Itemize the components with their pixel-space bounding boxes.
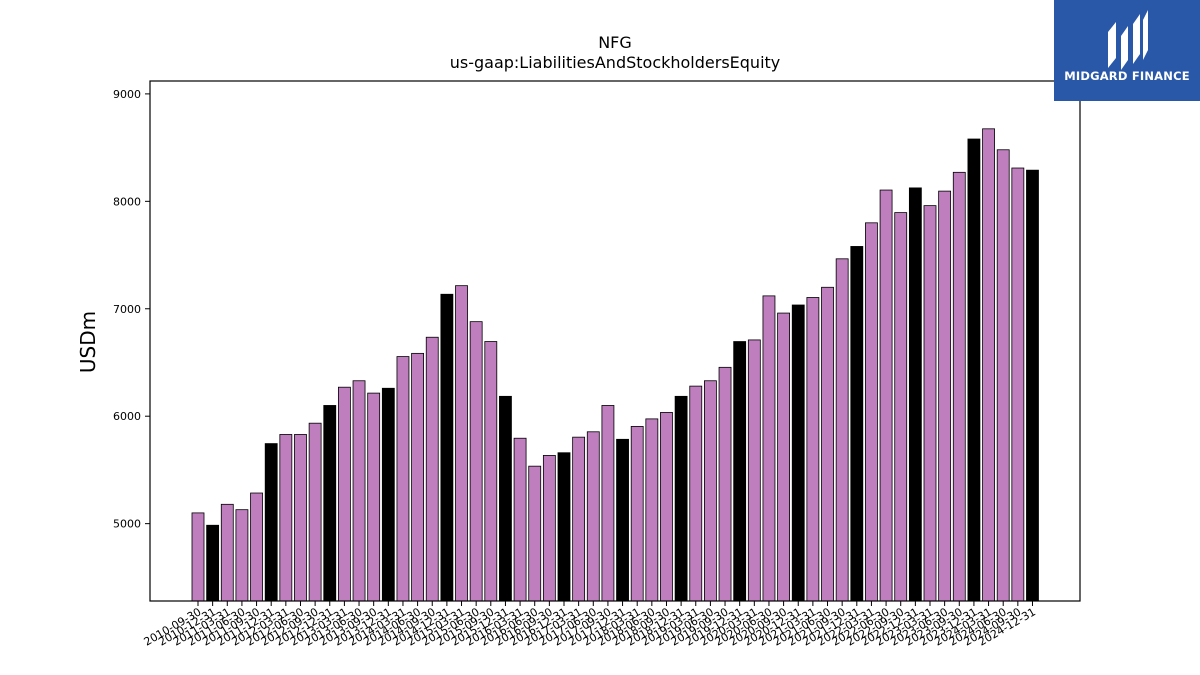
bar-2010-09-30 [191,512,205,602]
bar-2021-03-31 [806,297,820,602]
bar-2020-03-31 [747,339,761,602]
bar-2016-09-30 [542,455,556,602]
bar-2021-06-30 [821,286,834,602]
bar-2018-09-30 [660,412,673,602]
bar-2024-06-30 [996,149,1010,602]
bar-2012-12-31 [323,405,337,602]
y-axis-ticks: 5000 6000 7000 8000 9000 [113,88,150,531]
x-axis-ticks: 2010-09-302010-12-312011-03-312011-06-30… [142,601,1038,649]
bar-2022-09-30 [894,212,908,602]
bar-2017-12-31 [616,438,629,602]
bar-2020-06-30 [762,295,776,602]
bar-2023-03-31 [923,205,937,602]
bar-2020-09-30 [777,312,790,602]
bar-2016-03-31 [513,437,527,602]
y-tick-label: 8000 [113,195,141,208]
bar-2012-06-30 [294,434,307,602]
bar-2024-09-30 [1011,167,1025,602]
y-tick-label: 5000 [113,518,141,531]
plot-frame [149,80,1081,602]
bar-2010-12-31 [206,524,220,602]
bar-2011-09-30 [250,492,263,602]
bar-2011-03-31 [220,503,234,602]
bar-2023-09-30 [952,171,966,602]
bar-2021-09-30 [835,258,849,602]
bar-2015-09-30 [484,341,498,602]
bar-2011-12-31 [264,443,278,602]
bar-2012-09-30 [308,422,322,602]
bar-2018-12-31 [674,395,688,602]
y-tick-label: 6000 [113,410,141,423]
bar-2013-06-30 [352,380,366,602]
bar-2023-06-30 [938,190,952,602]
bar-2016-12-31 [557,452,571,602]
bar-2014-09-30 [425,336,439,602]
bar-2023-12-31 [967,138,981,602]
bar-2011-06-30 [235,509,249,602]
bar-2013-03-31 [337,386,351,602]
bar-2019-09-30 [718,366,732,602]
y-tick-label: 9000 [113,88,141,101]
brand-logo: MIDGARD FINANCE [1054,0,1200,101]
bar-2015-03-31 [455,285,468,602]
bar-2017-06-30 [586,431,600,602]
bar-2022-12-31 [908,187,922,602]
bars [191,128,1039,602]
bar-2020-12-31 [791,304,805,602]
bar-2022-03-31 [865,222,878,602]
bar-2014-06-30 [411,352,425,602]
bar-2019-06-30 [704,380,717,602]
bar-2016-06-30 [528,465,542,602]
bar-2021-12-31 [850,246,864,602]
chart-subtitle: us-gaap:LiabilitiesAndStockholdersEquity [450,53,781,72]
logo-text: MIDGARD FINANCE [1064,69,1190,83]
bar-2014-12-31 [440,293,454,602]
bar-2017-09-30 [601,405,615,602]
y-axis-label: USDm [76,311,100,373]
bar-2017-03-31 [572,436,586,602]
bar-2018-03-31 [630,426,644,602]
bar-2019-12-31 [733,341,747,602]
bar-2013-09-30 [367,392,381,602]
bar-2012-03-31 [279,434,293,602]
bar-2024-12-31 [1026,169,1039,602]
bar-2018-06-30 [645,418,659,602]
bar-2019-03-31 [689,385,703,602]
chart-title: NFG [598,33,632,52]
logo-mark-icon [1108,10,1148,70]
bar-2013-12-31 [381,387,395,602]
bar-2015-12-31 [499,395,512,602]
bar-2014-03-31 [396,356,410,602]
bar-2024-03-31 [982,128,995,602]
y-tick-label: 7000 [113,303,141,316]
bar-2015-06-30 [469,321,483,602]
bar-2022-06-30 [879,189,893,602]
